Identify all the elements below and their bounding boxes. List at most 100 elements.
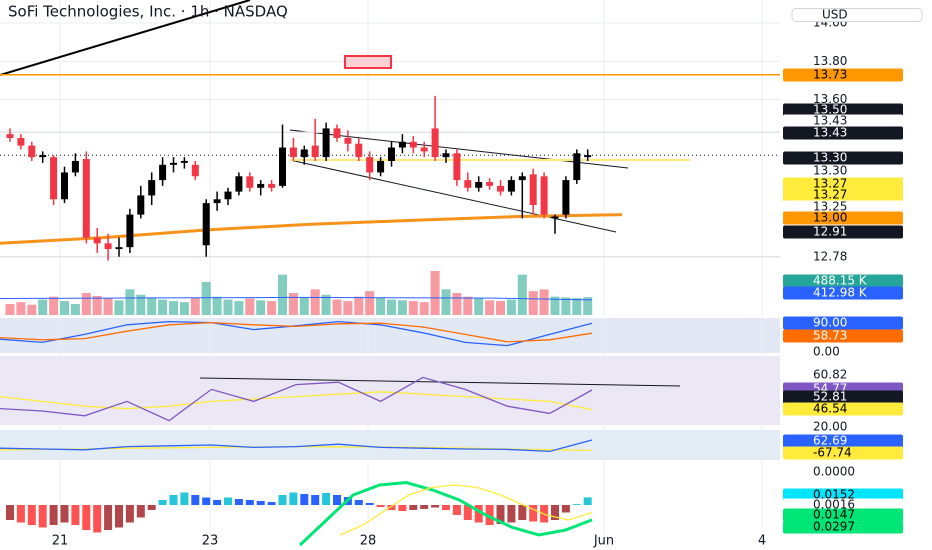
volume-bar	[419, 302, 429, 315]
volume-bar	[310, 289, 320, 315]
candle-body	[289, 147, 297, 158]
volume-bar	[60, 301, 69, 315]
price-badge-label: 13.30	[813, 151, 847, 165]
signal-line	[339, 484, 593, 536]
price-badge	[791, 8, 923, 22]
price-badge	[783, 286, 903, 300]
candle-body	[540, 176, 548, 215]
price-badge-label: 13.50	[813, 103, 847, 117]
macd-bar	[180, 492, 189, 505]
volume-bar	[158, 299, 168, 315]
price-badge	[783, 488, 903, 502]
macd-bar	[213, 500, 222, 505]
price-badge-label: 13.00	[813, 211, 847, 225]
macd-bar	[60, 505, 69, 523]
volume-bar	[321, 294, 331, 315]
macd-bar	[38, 505, 47, 528]
candle-body	[322, 128, 330, 158]
volume-bar	[539, 289, 549, 315]
price-badge-label: 12.78	[813, 250, 847, 264]
volume-ma	[0, 296, 593, 301]
channel-line	[289, 129, 629, 169]
price-badge-label: 46.54	[813, 402, 847, 416]
candle-body	[279, 147, 286, 186]
price-badge	[783, 434, 903, 448]
candle-body	[170, 162, 177, 165]
macd-bar	[322, 493, 331, 505]
candle-body	[137, 195, 145, 215]
candle-body	[507, 180, 515, 192]
volume-bar	[201, 282, 211, 315]
macd-bar	[224, 497, 232, 505]
candle-body	[148, 180, 156, 196]
macd-bar	[191, 495, 200, 505]
macd-bar	[115, 505, 123, 528]
volume-bar	[430, 271, 440, 315]
volume-bar	[70, 304, 80, 315]
price-badge	[783, 390, 903, 404]
price-badge-label: -67.74	[813, 446, 852, 460]
volume-bar	[27, 304, 37, 315]
price-badge-label: 412.98 K	[813, 286, 868, 300]
volume-bar	[245, 298, 255, 315]
macd-bar	[518, 505, 527, 520]
volume-bar	[408, 301, 418, 315]
macd-bar	[202, 497, 211, 505]
candle-body	[71, 160, 79, 173]
candle-body	[257, 183, 265, 188]
x-tick-label: 21	[52, 534, 69, 549]
macd-bar	[463, 505, 472, 520]
candle-body	[584, 155, 592, 158]
candle-body	[126, 214, 134, 248]
volume-bar	[397, 300, 407, 315]
x-tick-label: 4	[758, 534, 766, 549]
price-badge	[783, 68, 903, 82]
macd-bar	[27, 505, 36, 525]
candle-body	[213, 199, 221, 204]
price-badge-label: 488.15 K	[813, 274, 868, 288]
candle-body	[39, 155, 47, 158]
candle-body	[344, 137, 352, 144]
flag-drawing	[344, 55, 392, 69]
price-badge-label: 90.00	[813, 316, 847, 330]
price-badge	[783, 465, 903, 479]
candle-body	[268, 183, 276, 188]
volume-bar	[278, 274, 287, 315]
candle-body	[191, 164, 199, 177]
macd-bar	[147, 505, 156, 510]
volume-bar	[223, 299, 233, 315]
price-badge	[783, 164, 903, 178]
candle-body	[562, 180, 570, 215]
volume-bar	[5, 304, 15, 315]
price-badge	[783, 446, 903, 460]
candle-body	[355, 143, 363, 158]
plot	[0, 73, 780, 547]
volume-bar	[114, 300, 124, 315]
macd-bar	[431, 505, 440, 508]
candle-body	[442, 153, 450, 158]
candle-body	[377, 160, 385, 173]
x-tick-label: Jun	[593, 534, 614, 549]
macd-bar	[409, 505, 418, 510]
volume-bar	[16, 302, 26, 315]
macd-bar	[6, 505, 14, 520]
candle-body	[180, 160, 188, 163]
volume-bar	[485, 300, 495, 315]
candle-body	[246, 176, 254, 188]
candle-body	[104, 243, 112, 250]
price-badge-label: 12.91	[813, 225, 847, 239]
stoch-d	[0, 321, 593, 343]
price-badge	[783, 250, 903, 264]
volume-bar	[343, 301, 353, 315]
volume-bar	[256, 300, 266, 315]
candle-body	[551, 216, 559, 219]
price-badge-label: 20.00	[813, 420, 847, 434]
volume-bar	[38, 299, 48, 315]
rsi-ma	[0, 391, 593, 411]
ma200-line	[0, 213, 623, 245]
price-badge-label: 0.0016	[813, 498, 855, 512]
volume-bar	[234, 301, 244, 315]
candle-body	[115, 247, 123, 250]
macd-bar	[496, 505, 505, 524]
candle-body	[82, 159, 90, 238]
